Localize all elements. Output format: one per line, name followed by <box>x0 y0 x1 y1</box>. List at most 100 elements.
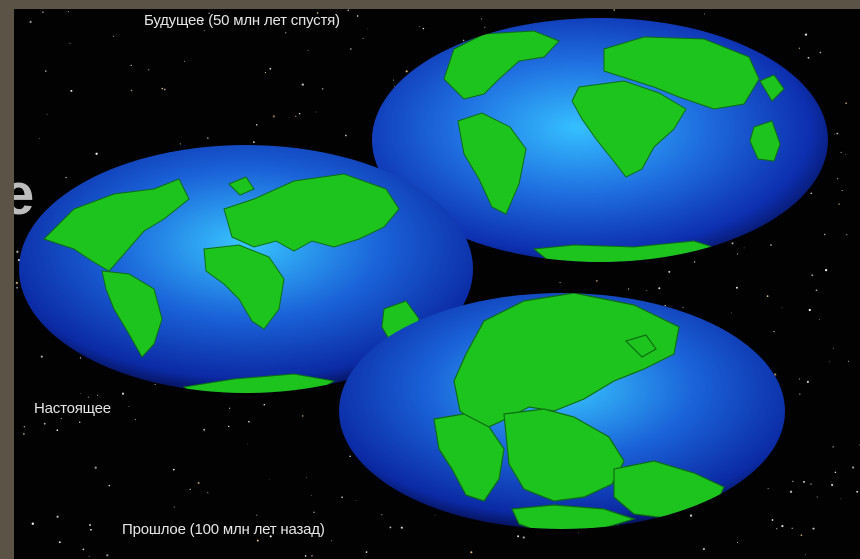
star <box>347 9 349 12</box>
star <box>798 47 801 49</box>
star <box>285 32 287 34</box>
star <box>522 536 525 539</box>
star <box>163 88 166 91</box>
star <box>256 514 258 516</box>
star <box>311 555 313 557</box>
star <box>39 137 41 139</box>
star <box>56 515 59 518</box>
star <box>349 455 351 458</box>
star <box>143 532 145 533</box>
star <box>321 88 324 90</box>
star <box>702 547 706 551</box>
star <box>96 394 99 397</box>
star <box>189 488 191 490</box>
star <box>834 471 837 473</box>
star <box>183 60 186 62</box>
star <box>148 69 150 71</box>
star <box>818 319 820 321</box>
star <box>356 15 359 17</box>
star <box>462 39 465 42</box>
star <box>832 347 834 349</box>
star <box>735 286 738 289</box>
star <box>856 490 859 493</box>
star <box>345 134 347 137</box>
star <box>743 247 745 249</box>
star <box>65 176 67 179</box>
star <box>802 480 806 483</box>
star <box>434 514 436 516</box>
star <box>836 132 839 135</box>
star <box>806 380 809 383</box>
star <box>517 535 520 538</box>
star <box>789 490 793 493</box>
star <box>337 17 339 19</box>
star <box>56 429 59 432</box>
star <box>206 137 209 139</box>
star <box>646 290 648 292</box>
star <box>810 192 813 195</box>
future-globe <box>372 18 828 262</box>
star <box>316 12 319 14</box>
star <box>834 133 836 135</box>
star <box>799 393 801 395</box>
star <box>799 378 801 380</box>
present-globe <box>19 145 473 393</box>
star <box>365 551 368 553</box>
star <box>31 522 34 525</box>
star <box>197 481 200 485</box>
star <box>70 89 73 92</box>
star <box>130 89 133 92</box>
star <box>846 234 848 236</box>
star <box>172 468 175 471</box>
star <box>203 428 206 431</box>
star <box>851 466 855 469</box>
star <box>121 392 125 395</box>
star <box>419 26 421 28</box>
star <box>658 287 661 290</box>
star <box>301 83 304 86</box>
star <box>43 422 46 425</box>
star <box>16 286 18 289</box>
star <box>559 281 561 284</box>
star <box>82 548 85 551</box>
star <box>393 79 395 81</box>
star <box>311 495 313 496</box>
star <box>819 51 822 54</box>
star <box>246 443 248 445</box>
star <box>349 48 352 50</box>
star <box>16 250 19 253</box>
star <box>151 534 153 536</box>
star <box>295 115 297 117</box>
caption-future: Будущее (50 млн лет спустя) <box>144 12 340 29</box>
star <box>298 112 301 115</box>
star <box>108 484 111 487</box>
star <box>46 113 48 115</box>
star <box>89 524 91 526</box>
star <box>227 425 230 428</box>
star <box>824 268 828 272</box>
star <box>268 478 270 480</box>
star <box>845 102 847 105</box>
star <box>23 426 25 428</box>
star <box>815 289 818 292</box>
star <box>792 480 794 483</box>
star <box>664 304 666 307</box>
star <box>736 253 739 255</box>
star <box>58 541 61 544</box>
star <box>731 312 732 314</box>
star <box>179 143 181 145</box>
star <box>60 418 62 420</box>
star <box>95 152 98 155</box>
star <box>23 433 25 435</box>
star <box>175 529 177 531</box>
globes-illustration <box>15 9 860 558</box>
star <box>805 554 806 555</box>
star <box>791 527 793 530</box>
star <box>627 288 630 290</box>
star <box>682 307 684 309</box>
star <box>770 244 772 246</box>
star <box>87 396 89 398</box>
caption-present: Настоящее <box>34 400 111 417</box>
star <box>422 27 425 30</box>
star <box>381 514 383 516</box>
